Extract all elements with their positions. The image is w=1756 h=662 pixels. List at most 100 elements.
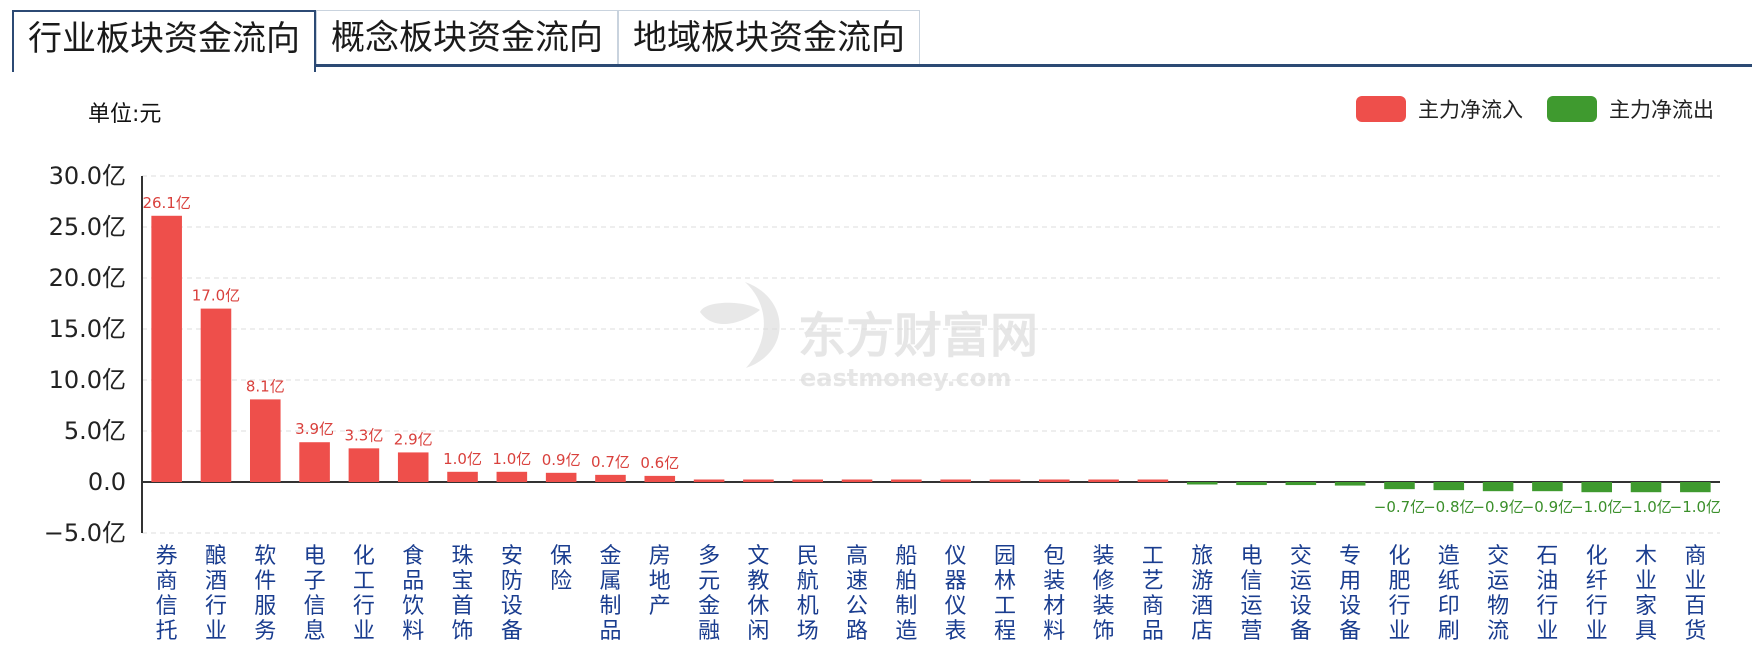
x-tick-label: 船舶制造 <box>895 544 917 644</box>
bar[interactable] <box>743 479 774 483</box>
x-tick-label: 旅游酒店 <box>1191 544 1213 644</box>
value-labels: 26.1亿 17.0亿 8.1亿 3.9亿 3.3亿 2.9亿 1.0亿 1.0亿 0.9亿 0.… <box>142 194 1721 516</box>
watermark-logo-swoosh-icon <box>745 282 780 368</box>
y-tick-label: 25.0亿 <box>49 213 126 241</box>
data-label: 17.0亿 <box>192 287 240 305</box>
data-label: 1.0亿 <box>443 450 482 468</box>
y-tick-label: 30.0亿 <box>49 162 126 190</box>
x-tick-label: 房地产 <box>649 544 671 619</box>
x-tick-label: 多元金融 <box>698 544 720 644</box>
y-tick-label: 0.0 <box>88 468 126 496</box>
bar[interactable] <box>792 479 824 483</box>
bar[interactable] <box>447 471 478 482</box>
bar[interactable] <box>151 215 182 482</box>
x-tick-label: 化肥行业 <box>1388 544 1410 644</box>
data-label: 26.1亿 <box>142 194 190 212</box>
bar[interactable] <box>1384 482 1415 490</box>
data-label: 0.6亿 <box>640 454 679 472</box>
legend-swatch-outflow <box>1547 96 1597 122</box>
watermark-brand: 东方财富网 <box>798 308 1038 364</box>
bar[interactable] <box>249 399 281 482</box>
legend-label-outflow: 主力净流出 <box>1609 98 1714 122</box>
data-label: 3.9亿 <box>295 420 334 438</box>
y-tick-label: −5.0亿 <box>44 519 126 547</box>
y-tick-label: 10.0亿 <box>49 366 126 394</box>
bar[interactable] <box>1236 482 1267 486</box>
bar[interactable] <box>348 448 380 482</box>
legend-item-outflow[interactable]: 主力净流出 <box>1547 94 1714 124</box>
tab-underline <box>12 64 1752 67</box>
bar[interactable] <box>841 479 873 483</box>
x-tick-label: 造纸印刷 <box>1438 544 1460 644</box>
x-tick-label: 工艺商品 <box>1142 544 1164 644</box>
x-tick-label: 化纤行业 <box>1586 544 1608 644</box>
y-tick-label: 5.0亿 <box>64 417 126 445</box>
x-tick-label: 保险 <box>550 544 572 594</box>
bar[interactable] <box>1433 482 1465 491</box>
x-tick-label: 交运物流 <box>1487 544 1509 644</box>
tab-concept[interactable]: 概念板块资金流向 <box>316 10 618 66</box>
bar[interactable] <box>1186 482 1218 485</box>
x-tick-label: 高速公路 <box>846 544 868 644</box>
y-tick-label: 20.0亿 <box>49 264 126 292</box>
tab-industry[interactable]: 行业板块资金流向 <box>12 10 316 72</box>
legend-item-inflow[interactable]: 主力净流入 <box>1356 94 1523 124</box>
bars <box>151 215 1711 493</box>
data-label: −0.7亿 <box>1374 498 1425 516</box>
data-label: −1.0亿 <box>1670 498 1721 516</box>
bar[interactable] <box>1581 482 1613 493</box>
data-label: −0.8亿 <box>1423 498 1474 516</box>
data-label: 0.9亿 <box>542 451 581 469</box>
bar[interactable] <box>545 472 577 482</box>
bar[interactable] <box>299 442 330 482</box>
bar[interactable] <box>595 474 626 482</box>
watermark-logo-icon <box>700 302 760 325</box>
bar[interactable] <box>644 475 676 482</box>
y-tick-label: 15.0亿 <box>49 315 126 343</box>
data-label: 0.7亿 <box>591 453 630 471</box>
watermark-domain: eastmoney.com <box>800 364 1011 392</box>
x-tick-label: 石油行业 <box>1536 544 1558 644</box>
bar[interactable] <box>693 479 725 483</box>
data-label: 1.0亿 <box>492 450 531 468</box>
x-tick-label: 民航机场 <box>797 544 819 644</box>
bar[interactable] <box>1088 479 1119 483</box>
data-label: 3.3亿 <box>344 426 383 444</box>
grid-lines <box>142 175 1720 534</box>
eastmoney-watermark: 东方财富网 eastmoney.com <box>700 282 1038 392</box>
bar[interactable] <box>940 479 971 483</box>
data-label: −1.0亿 <box>1571 498 1622 516</box>
x-tick-label: 软件服务 <box>254 544 276 644</box>
data-label: −0.9亿 <box>1522 498 1573 516</box>
bar[interactable] <box>1038 479 1070 483</box>
bar[interactable] <box>1630 482 1662 493</box>
bar[interactable] <box>1532 482 1563 492</box>
bar[interactable] <box>891 479 922 483</box>
legend: 主力净流入 主力净流出 <box>1356 94 1714 124</box>
bar[interactable] <box>1482 482 1514 492</box>
bar[interactable] <box>397 452 429 482</box>
bar[interactable] <box>1285 482 1317 486</box>
legend-label-inflow: 主力净流入 <box>1418 98 1523 122</box>
x-axis-labels: 券商信托 酿酒行业 软件服务 电子信息 化工行业 食品饮料 珠宝首饰 安防设备 保险 金属制品 房地… <box>156 544 1707 644</box>
x-tick-label: 专用设备 <box>1339 544 1361 644</box>
data-label: −1.0亿 <box>1620 498 1671 516</box>
x-tick-label: 园林工程 <box>994 544 1016 644</box>
x-tick-label: 化工行业 <box>353 544 375 644</box>
x-tick-label: 电信运营 <box>1241 544 1263 644</box>
x-tick-label: 券商信托 <box>156 544 178 644</box>
x-tick-label: 酿酒行业 <box>205 544 227 644</box>
x-tick-label: 装修装饰 <box>1093 544 1115 644</box>
x-tick-label: 金属制品 <box>599 544 621 644</box>
bar[interactable] <box>989 479 1021 483</box>
tab-region[interactable]: 地域板块资金流向 <box>618 10 920 66</box>
bar[interactable] <box>496 471 528 482</box>
bar[interactable] <box>1137 479 1169 483</box>
x-tick-label: 交运设备 <box>1290 544 1312 644</box>
x-tick-label: 食品饮料 <box>402 544 424 644</box>
tab-bar: 行业板块资金流向 概念板块资金流向 地域板块资金流向 <box>12 10 920 72</box>
bar[interactable] <box>1680 482 1711 493</box>
x-tick-label: 安防设备 <box>501 544 523 644</box>
bar[interactable] <box>200 308 232 482</box>
bar[interactable] <box>1334 482 1366 486</box>
